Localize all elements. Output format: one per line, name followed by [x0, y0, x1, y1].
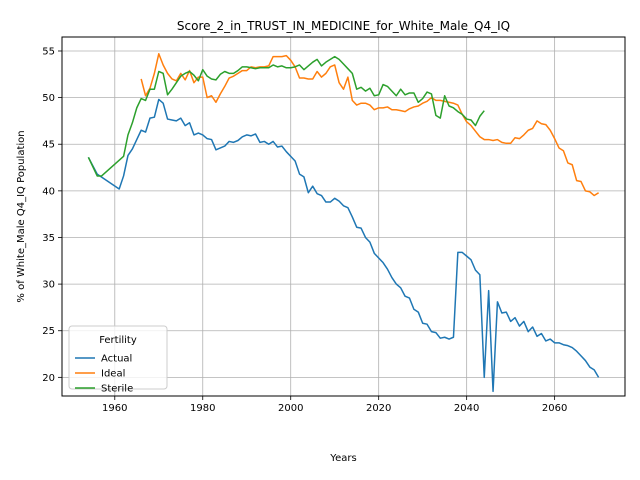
- legend-entries: Actual Ideal Sterile: [75, 354, 133, 395]
- y-tick-label: 50: [42, 93, 55, 104]
- y-tick-label: 30: [42, 280, 55, 291]
- chart-title: Score_2_in_TRUST_IN_MEDICINE_for_White_M…: [177, 19, 510, 33]
- x-tick-label: 1980: [190, 403, 215, 414]
- y-tick-label: 25: [42, 326, 55, 337]
- y-tick-label: 20: [42, 373, 55, 384]
- legend: Fertility Actual Ideal Sterile: [68, 325, 168, 395]
- y-axis-ticks: 20 25 30 35 40 45 50 55: [42, 46, 62, 384]
- x-tick-label: 2000: [278, 403, 303, 414]
- x-tick-label: 2020: [366, 403, 391, 414]
- x-tick-label: 2040: [454, 403, 479, 414]
- y-tick-label: 35: [42, 233, 55, 244]
- series-lines: [87, 53, 600, 393]
- x-axis-ticks: 1960 1980 2000 2020 2040 2060: [102, 396, 567, 414]
- legend-title: Fertility: [99, 335, 137, 346]
- legend-label-sterile: Sterile: [101, 384, 133, 395]
- y-axis-label: % of White_Male Q4_IQ Population: [16, 130, 27, 302]
- x-tick-label: 1960: [102, 403, 127, 414]
- y-tick-label: 45: [42, 140, 55, 151]
- legend-label-actual: Actual: [101, 354, 132, 365]
- series-line-actual: [87, 98, 600, 393]
- x-axis-label: Years: [329, 453, 356, 464]
- x-tick-label: 2060: [542, 403, 567, 414]
- series-line-sterile: [87, 55, 485, 177]
- y-tick-label: 40: [42, 186, 55, 197]
- plot-area-frame: [61, 36, 626, 397]
- legend-label-ideal: Ideal: [101, 369, 125, 380]
- series-line-ideal: [140, 53, 600, 197]
- y-tick-label: 55: [42, 46, 55, 57]
